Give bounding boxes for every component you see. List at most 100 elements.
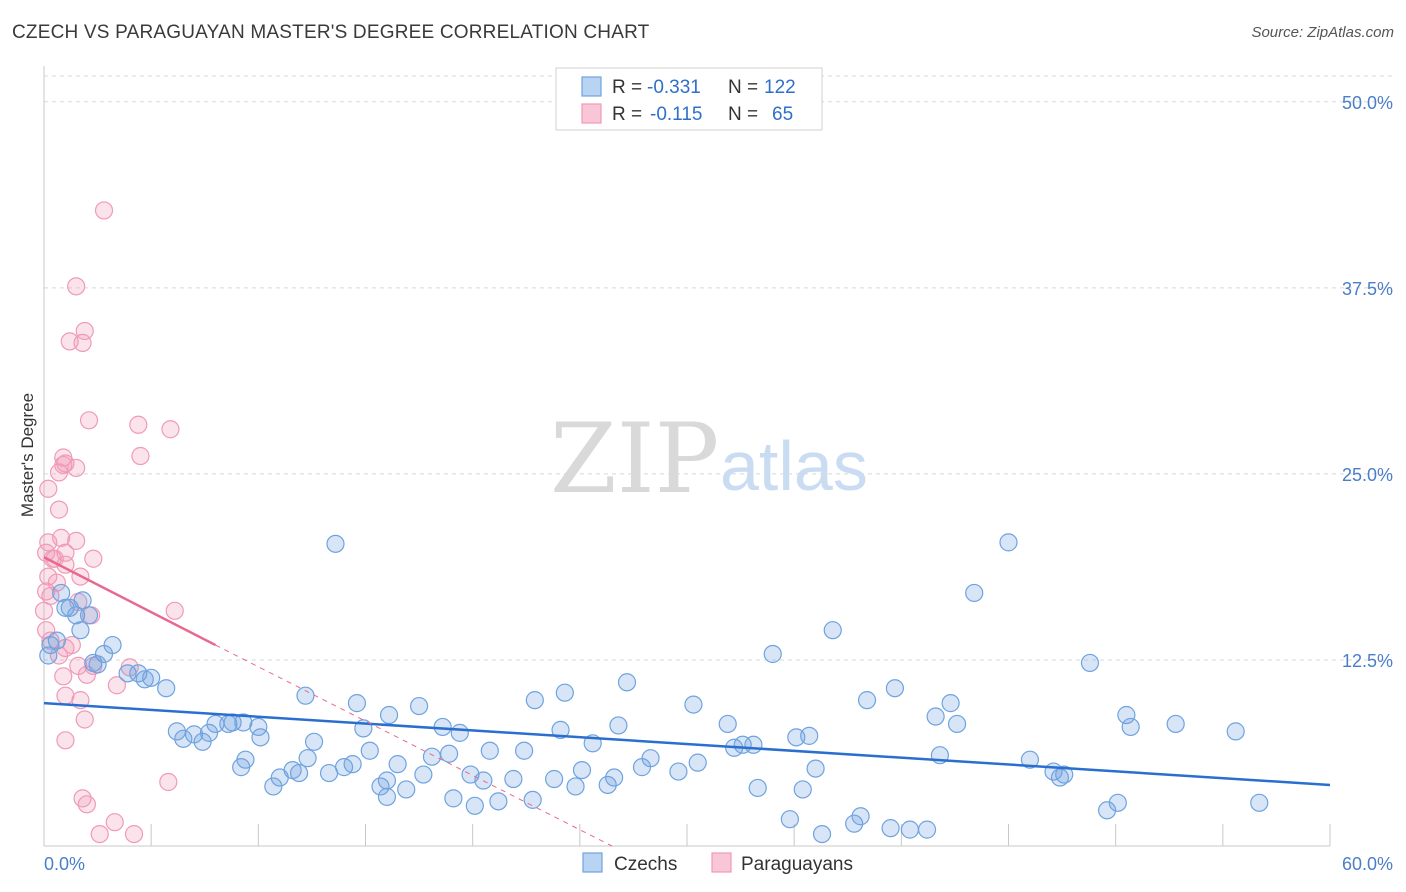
y-tick-label: 25.0% [1342, 465, 1393, 485]
czechs-point [47, 631, 66, 650]
y-tick-label: 37.5% [1342, 279, 1393, 299]
paraguayans-point [56, 731, 75, 750]
gridlines [44, 75, 1392, 661]
paraguayans-point [60, 332, 79, 351]
watermark-atlas: atlas [720, 427, 868, 505]
czechs-point [234, 713, 253, 732]
czechs-point [103, 635, 122, 655]
legend-n-label-1: N = [728, 77, 758, 98]
paraguayans-swatch [711, 852, 732, 873]
czechs-point [480, 741, 499, 760]
paraguayans-point [75, 710, 94, 729]
czechs-point [118, 664, 137, 683]
czechs-point [489, 792, 508, 811]
paraguayans-point [90, 824, 109, 844]
paraguayans-point [39, 479, 58, 498]
legend-pink-swatch [581, 103, 602, 124]
czechs-point [298, 749, 317, 768]
czechs-point [793, 780, 812, 799]
czechs-point [566, 777, 585, 796]
paraguayans-legend-label: Paraguayans [741, 854, 853, 875]
czechs-point [397, 780, 416, 799]
correlation-legend: R = -0.331 N = 122 R = -0.115 N = 65 [555, 67, 823, 131]
czechs-point [806, 759, 825, 778]
czechs-point [605, 768, 624, 787]
czechs-point [199, 723, 219, 742]
czechs-point [881, 819, 900, 838]
czechs-point [555, 683, 574, 702]
czechs-point [999, 533, 1018, 552]
czechs-point [823, 621, 842, 640]
legend-r-label-2: R = [612, 104, 642, 125]
paraguayans-point [34, 601, 54, 620]
czechs-point [800, 726, 819, 745]
paraguayans-point [165, 601, 184, 620]
czechs-point [504, 769, 523, 789]
paraguayans-point [79, 411, 99, 430]
paraguayans-point [62, 635, 81, 655]
czechs-point [439, 744, 459, 763]
czechs-point [525, 691, 544, 710]
czechs-trend-line [43, 701, 1331, 787]
czechs-point [515, 741, 534, 760]
source-label: Source: ZipAtlas.com [1251, 24, 1394, 41]
czechs-point [900, 820, 920, 839]
czechs-point [617, 673, 637, 692]
czechs-point [157, 679, 176, 698]
legend-blue-swatch [581, 76, 602, 97]
czechs-point [780, 810, 799, 829]
y-tick-label: 12.5% [1342, 651, 1393, 671]
czechs-point [251, 728, 270, 747]
paraguayans-point [67, 458, 86, 478]
czechs-point [812, 824, 832, 844]
x-tick-label-min: 0.0% [44, 854, 85, 874]
czechs-point [545, 769, 564, 789]
legend-r-label-1: R = [612, 77, 642, 98]
czechs-point [857, 691, 877, 710]
paraguayans-point [124, 824, 144, 844]
paraguayans-point [41, 631, 60, 650]
czechs-point [326, 534, 345, 553]
czechs-point [1097, 801, 1117, 820]
watermark-zip: ZIP [550, 403, 719, 515]
paraguayans-point [77, 795, 96, 814]
czechs-point [73, 591, 92, 610]
czechs-point [941, 694, 960, 713]
czechs-point [71, 621, 90, 640]
trend-lines [43, 556, 1331, 847]
paraguayans-point [159, 772, 178, 792]
y-tick-label: 50.0% [1342, 93, 1393, 113]
czechs-point [744, 735, 763, 754]
paraguayans-point [56, 686, 75, 705]
czechs-point [845, 814, 864, 833]
chart-title: CZECH VS PARAGUAYAN MASTER'S DEGREE CORR… [12, 22, 650, 43]
czechs-point [135, 670, 154, 689]
paraguayans-point [161, 420, 180, 439]
czechs-point [1226, 722, 1245, 741]
czechs-point [851, 807, 870, 826]
czechs-point [965, 583, 984, 603]
czechs-point [598, 775, 617, 795]
legend-n-value-2: 65 [772, 104, 793, 125]
czechs-point [1166, 714, 1185, 734]
paraguayans-point [107, 676, 126, 695]
czechs-points [39, 533, 1269, 844]
czechs-point [669, 762, 688, 781]
paraguayans-point [67, 277, 86, 296]
czechs-point [1250, 793, 1269, 812]
paraguayans-point [54, 667, 73, 686]
czechs-point [347, 694, 367, 713]
czechs-point [1121, 717, 1140, 737]
czechs-point [174, 729, 193, 748]
czechs-point [343, 755, 362, 774]
czechs-point [926, 707, 945, 726]
czechs-point [1020, 750, 1040, 769]
czechs-point [885, 679, 905, 698]
x-tick-label-max: 60.0% [1342, 854, 1393, 874]
czechs-point [551, 720, 570, 740]
czechs-point [296, 686, 315, 705]
czechs-point [1117, 705, 1136, 725]
paraguayans-point [84, 549, 103, 568]
paraguayans-points [34, 201, 184, 844]
czechs-point [465, 796, 484, 815]
